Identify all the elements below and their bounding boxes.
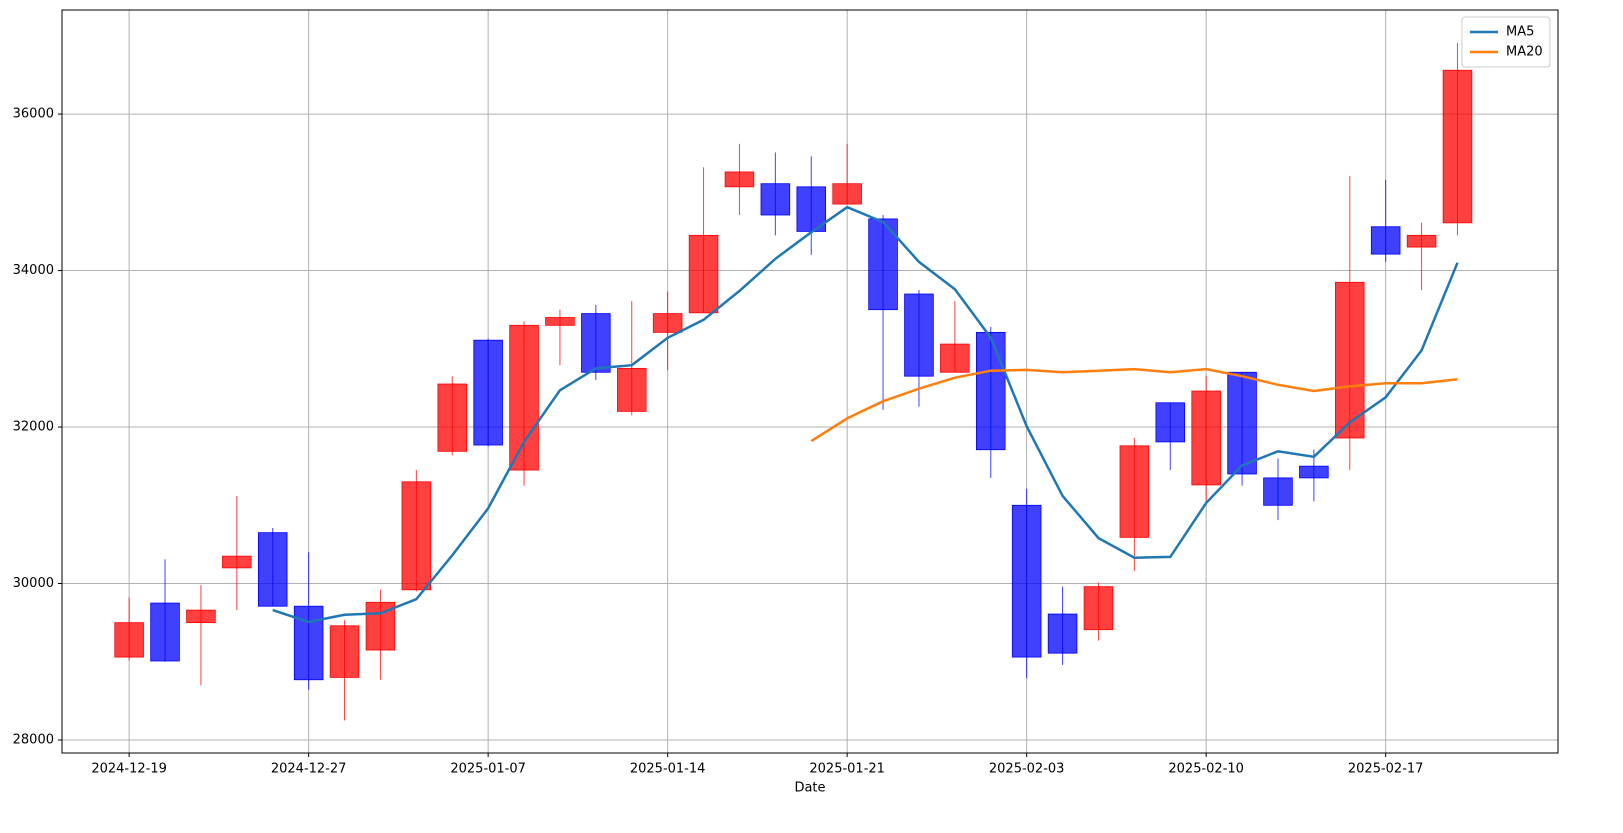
x-tick-label: 2025-02-17 — [1348, 762, 1424, 777]
plot-frame — [61, 9, 1559, 754]
legend-label: MA20 — [1506, 45, 1543, 60]
x-tick-label: 2025-02-03 — [989, 762, 1065, 777]
candle-body — [437, 383, 468, 452]
candle-body — [257, 532, 288, 607]
candle-body — [940, 343, 970, 373]
candle-body — [293, 605, 324, 681]
candle-body — [1227, 371, 1257, 475]
x-tick-label: 2024-12-19 — [91, 762, 167, 777]
x-tick-label: 2025-01-21 — [809, 762, 885, 777]
candle-body — [1370, 226, 1401, 255]
candle-body — [222, 555, 252, 569]
candle-body — [1047, 613, 1078, 654]
x-axis-label: Date — [794, 781, 825, 796]
candle-body — [1442, 69, 1473, 224]
candle-body — [1191, 390, 1221, 486]
candle-body — [509, 324, 539, 471]
x-tick-label: 2025-01-14 — [630, 762, 706, 777]
candle-body — [1335, 281, 1365, 439]
candle-body — [186, 609, 216, 624]
y-tick-label: 32000 — [13, 420, 54, 435]
y-tick-label: 28000 — [13, 733, 54, 748]
y-tick-label: 34000 — [13, 263, 54, 278]
candle-body — [652, 313, 683, 333]
candle-body — [1299, 465, 1329, 479]
y-tick-label: 30000 — [13, 576, 54, 591]
x-tick-label: 2025-02-10 — [1168, 762, 1244, 777]
candle-body — [724, 171, 755, 188]
y-tick-label: 36000 — [13, 107, 54, 122]
candle-body — [1263, 477, 1293, 506]
legend-box — [1461, 16, 1551, 68]
candle-body — [616, 367, 647, 412]
candle-body — [545, 317, 575, 326]
candle-body — [1406, 234, 1437, 248]
candle-body — [796, 186, 827, 232]
ma-line — [272, 205, 1459, 624]
legend: MA5 MA20 — [1461, 16, 1551, 68]
candle-body — [1155, 402, 1186, 443]
candle-body — [1083, 586, 1114, 631]
candle-body — [581, 313, 611, 373]
candle-body — [688, 234, 719, 314]
candle-body — [473, 339, 503, 446]
candle-body — [1011, 504, 1042, 658]
x-tick-label: 2025-01-07 — [450, 762, 526, 777]
candle-body — [401, 481, 432, 591]
x-tick-label: 2024-12-27 — [271, 762, 347, 777]
candle-body — [1119, 445, 1150, 538]
legend-label: MA5 — [1506, 25, 1534, 40]
candle-body — [329, 625, 360, 678]
candle-body — [976, 331, 1006, 451]
candle-body — [760, 183, 791, 216]
candle-body — [904, 293, 934, 377]
candle-body — [114, 622, 144, 658]
candle-body — [832, 183, 862, 205]
candle-body — [150, 602, 180, 662]
ma-line — [810, 367, 1458, 443]
